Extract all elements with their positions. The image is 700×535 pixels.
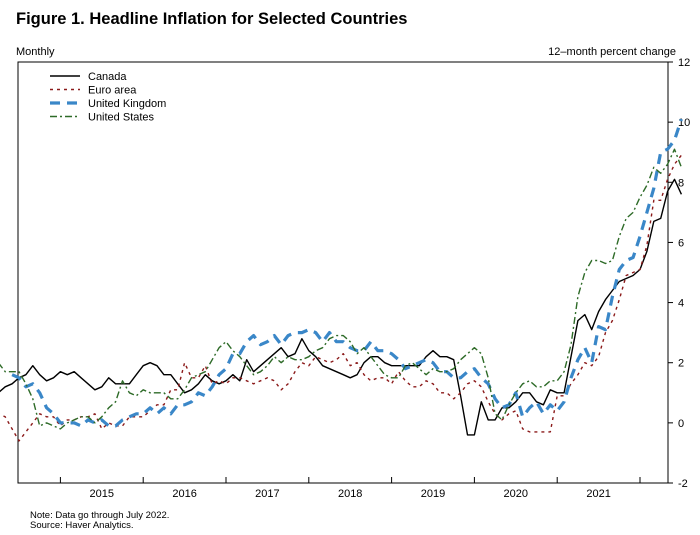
y-tick-label: 12 bbox=[678, 57, 690, 69]
series-line-united-states bbox=[0, 148, 683, 430]
y-tick-label: 4 bbox=[678, 298, 684, 310]
y-tick-label: 0 bbox=[678, 418, 684, 430]
x-tick-label: 2016 bbox=[172, 488, 196, 500]
plot-border bbox=[17, 61, 669, 484]
series-line-united-kingdom bbox=[11, 118, 683, 428]
y-tick-label: 10 bbox=[678, 117, 690, 129]
y-tick-label: 6 bbox=[678, 237, 684, 249]
y-axis-label: 12–month percent change bbox=[548, 46, 676, 58]
x-tick-label: 2018 bbox=[338, 488, 362, 500]
legend-label: United Kingdom bbox=[88, 98, 166, 110]
legend-label: Euro area bbox=[88, 85, 137, 97]
series-line-euro-area bbox=[0, 154, 682, 442]
x-tick-label: 2017 bbox=[255, 488, 279, 500]
axis-ticks: -2 0 2 4 6 8 10 12 2015 2016 2017 2018 2019 2020 2021 bbox=[59, 57, 690, 500]
x-tick-label: 2019 bbox=[421, 488, 445, 500]
note-text: Note: Data go through July 2022. bbox=[30, 510, 170, 521]
source-text: Source: Haver Analytics. bbox=[30, 520, 134, 531]
x-tick-label: 2021 bbox=[586, 488, 610, 500]
y-tick-label: -2 bbox=[678, 478, 688, 490]
y-tick-label: 8 bbox=[678, 177, 684, 189]
y-tick-label: 2 bbox=[678, 358, 684, 370]
series-line-canada bbox=[0, 178, 683, 436]
legend-label: United States bbox=[88, 112, 155, 124]
frequency-label: Monthly bbox=[16, 46, 55, 58]
figure-title: Figure 1. Headline Inflation for Selecte… bbox=[16, 10, 408, 28]
series-layer bbox=[0, 118, 683, 442]
x-tick-label: 2020 bbox=[504, 488, 528, 500]
x-tick-label: 2015 bbox=[90, 488, 114, 500]
legend-label: Canada bbox=[88, 71, 127, 83]
plot-frame bbox=[17, 61, 669, 484]
chart-footnote: Note: Data go through July 2022. Source:… bbox=[30, 511, 169, 531]
